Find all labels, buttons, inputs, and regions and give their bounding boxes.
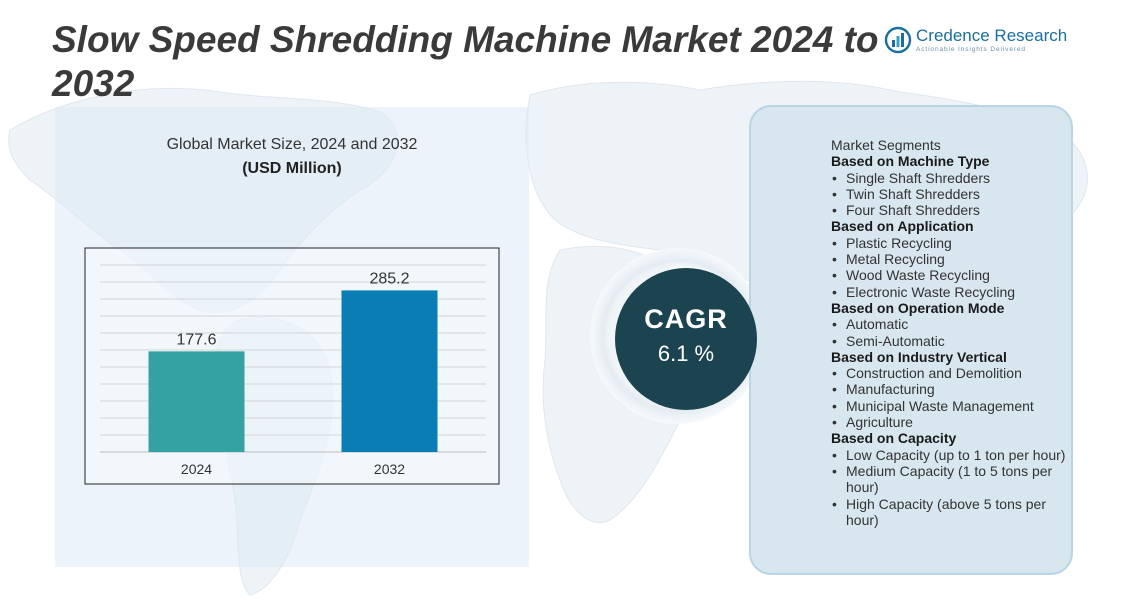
chart-unit-label: (USD Million) bbox=[242, 160, 342, 177]
segment-item: Low Capacity (up to 1 ton per hour) bbox=[831, 447, 1071, 464]
segment-list: Plastic RecyclingMetal RecyclingWood Was… bbox=[831, 235, 1071, 300]
chart-panel bbox=[55, 107, 529, 567]
segment-item: High Capacity (above 5 tons per hour) bbox=[831, 496, 1071, 529]
segment-item: Municipal Waste Management bbox=[831, 398, 1071, 415]
segment-item: Single Shaft Shredders bbox=[831, 170, 1071, 187]
segment-item: Automatic bbox=[831, 316, 1071, 333]
cagr-value: 6.1 % bbox=[657, 341, 715, 366]
brand-tagline: Actionable Insights Delivered bbox=[916, 46, 1026, 53]
bar-2032 bbox=[341, 290, 438, 452]
segment-item: Medium Capacity (1 to 5 tons per hour) bbox=[831, 463, 1071, 496]
data-label: 285.2 bbox=[369, 270, 409, 287]
segment-group-title: Based on Application bbox=[831, 218, 974, 235]
brand-logo: Credence Research Actionable Insights De… bbox=[884, 26, 1067, 54]
x-tick-label: 2032 bbox=[374, 461, 405, 477]
page-title: Slow Speed Shredding Machine Market 2024… bbox=[52, 19, 879, 104]
bar-2024 bbox=[148, 351, 245, 452]
segment-item: Twin Shaft Shredders bbox=[831, 186, 1071, 203]
x-tick-label: 2024 bbox=[181, 461, 212, 477]
segment-list: Single Shaft ShreddersTwin Shaft Shredde… bbox=[831, 170, 1071, 219]
segment-group-title: Based on Operation Mode bbox=[831, 299, 1005, 316]
segment-item: Agriculture bbox=[831, 414, 1071, 431]
segment-item: Four Shaft Shredders bbox=[831, 202, 1071, 219]
segment-list: Construction and DemolitionManufacturing… bbox=[831, 365, 1071, 430]
chart-title: Global Market Size, 2024 and 2032 bbox=[166, 136, 418, 153]
segment-group-title: Based on Machine Type bbox=[831, 153, 990, 170]
brand-name: Credence Research bbox=[916, 26, 1068, 45]
segment-list: Low Capacity (up to 1 ton per hour)Mediu… bbox=[831, 447, 1071, 528]
segment-item: Electronic Waste Recycling bbox=[831, 284, 1071, 301]
cagr-label: CAGR bbox=[644, 304, 728, 334]
segment-list: AutomaticSemi-Automatic bbox=[831, 316, 1071, 349]
segment-item: Manufacturing bbox=[831, 381, 1071, 398]
segment-group-title: Based on Capacity bbox=[831, 430, 957, 447]
data-label: 177.6 bbox=[176, 331, 216, 348]
cagr-badge: CAGR 6.1 % bbox=[615, 268, 757, 410]
segment-group-title: Based on Industry Vertical bbox=[831, 348, 1007, 365]
segment-item: Plastic Recycling bbox=[831, 235, 1071, 252]
segment-item: Wood Waste Recycling bbox=[831, 267, 1071, 284]
segment-item: Metal Recycling bbox=[831, 251, 1071, 268]
market-segments: Market Segments Based on Machine TypeSin… bbox=[831, 137, 1071, 528]
segment-item: Construction and Demolition bbox=[831, 365, 1071, 382]
segment-item: Semi-Automatic bbox=[831, 333, 1071, 350]
brand-logo-icon bbox=[884, 26, 912, 54]
segments-heading: Market Segments bbox=[831, 137, 941, 153]
